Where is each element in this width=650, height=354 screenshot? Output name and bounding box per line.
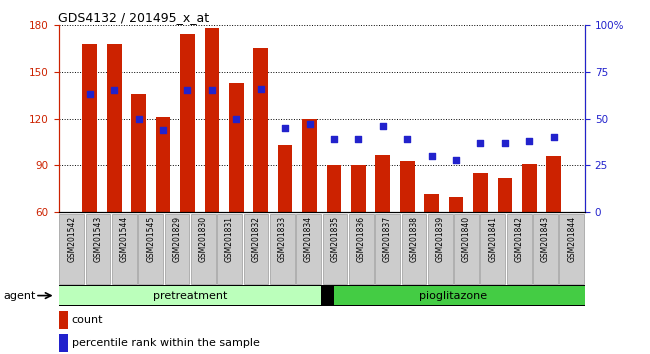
Bar <box>448 197 463 212</box>
Bar <box>400 161 415 212</box>
Text: GSM201834: GSM201834 <box>304 216 313 262</box>
Bar <box>327 165 341 212</box>
FancyBboxPatch shape <box>164 214 189 284</box>
Text: pioglitazone: pioglitazone <box>419 291 488 301</box>
Text: GSM201842: GSM201842 <box>515 216 524 262</box>
Text: GSM201543: GSM201543 <box>94 216 103 262</box>
Point <box>207 87 217 93</box>
Bar <box>156 117 170 212</box>
Text: GSM201840: GSM201840 <box>462 216 471 262</box>
Point <box>255 86 266 91</box>
Bar <box>424 194 439 212</box>
Bar <box>254 48 268 212</box>
FancyBboxPatch shape <box>138 214 163 284</box>
Text: GSM201833: GSM201833 <box>278 216 287 262</box>
FancyBboxPatch shape <box>454 214 479 284</box>
Bar <box>59 286 321 306</box>
Text: GSM201837: GSM201837 <box>383 216 392 262</box>
FancyBboxPatch shape <box>349 214 374 284</box>
Point <box>133 116 144 121</box>
Point <box>109 87 120 93</box>
Point <box>158 127 168 133</box>
Point <box>84 91 95 97</box>
Text: GSM201830: GSM201830 <box>199 216 208 262</box>
Point <box>353 136 363 142</box>
Text: GSM201829: GSM201829 <box>172 216 181 262</box>
FancyBboxPatch shape <box>191 214 216 284</box>
Text: count: count <box>72 315 103 325</box>
Bar <box>547 156 561 212</box>
Bar <box>58 334 68 352</box>
Bar <box>107 44 122 212</box>
FancyBboxPatch shape <box>86 214 110 284</box>
Text: GSM201831: GSM201831 <box>225 216 234 262</box>
FancyBboxPatch shape <box>533 214 558 284</box>
FancyBboxPatch shape <box>59 214 84 284</box>
Bar <box>58 311 68 329</box>
Text: GSM201838: GSM201838 <box>410 216 419 262</box>
Point <box>475 140 486 146</box>
Point <box>182 87 192 93</box>
Point <box>280 125 291 131</box>
Bar <box>131 93 146 212</box>
Point <box>304 121 315 127</box>
Point <box>378 123 388 129</box>
FancyBboxPatch shape <box>112 214 136 284</box>
Text: GSM201544: GSM201544 <box>120 216 129 262</box>
Bar <box>83 44 97 212</box>
Bar <box>278 145 292 212</box>
Text: GSM201841: GSM201841 <box>488 216 497 262</box>
Text: GSM201545: GSM201545 <box>146 216 155 262</box>
Bar <box>522 164 537 212</box>
FancyBboxPatch shape <box>244 214 268 284</box>
Bar <box>376 155 390 212</box>
FancyBboxPatch shape <box>402 214 426 284</box>
Text: agent: agent <box>3 291 36 301</box>
Text: GSM201843: GSM201843 <box>541 216 550 262</box>
FancyBboxPatch shape <box>322 214 347 284</box>
Text: GDS4132 / 201495_x_at: GDS4132 / 201495_x_at <box>58 11 209 24</box>
Point <box>451 157 462 163</box>
Text: GSM201835: GSM201835 <box>330 216 339 262</box>
Bar <box>334 286 597 306</box>
FancyBboxPatch shape <box>560 214 584 284</box>
Point <box>329 136 339 142</box>
Point <box>500 140 510 146</box>
FancyBboxPatch shape <box>217 214 242 284</box>
Bar <box>180 34 195 212</box>
Text: GSM201836: GSM201836 <box>357 216 366 262</box>
Point <box>402 136 412 142</box>
FancyBboxPatch shape <box>375 214 400 284</box>
Bar <box>302 119 317 212</box>
FancyBboxPatch shape <box>270 214 294 284</box>
FancyBboxPatch shape <box>296 214 321 284</box>
Text: GSM201839: GSM201839 <box>436 216 445 262</box>
Bar <box>229 82 244 212</box>
Bar <box>498 178 512 212</box>
FancyBboxPatch shape <box>428 214 452 284</box>
Bar <box>351 165 366 212</box>
FancyBboxPatch shape <box>480 214 505 284</box>
Point <box>524 138 534 144</box>
Text: GSM201832: GSM201832 <box>252 216 261 262</box>
Text: GSM201844: GSM201844 <box>567 216 577 262</box>
Point <box>231 116 242 121</box>
Text: GSM201542: GSM201542 <box>67 216 76 262</box>
Point <box>426 153 437 159</box>
Bar <box>473 173 488 212</box>
FancyBboxPatch shape <box>507 214 532 284</box>
Text: pretreatment: pretreatment <box>153 291 228 301</box>
Point <box>549 135 559 140</box>
Bar <box>205 28 219 212</box>
Text: percentile rank within the sample: percentile rank within the sample <box>72 338 259 348</box>
